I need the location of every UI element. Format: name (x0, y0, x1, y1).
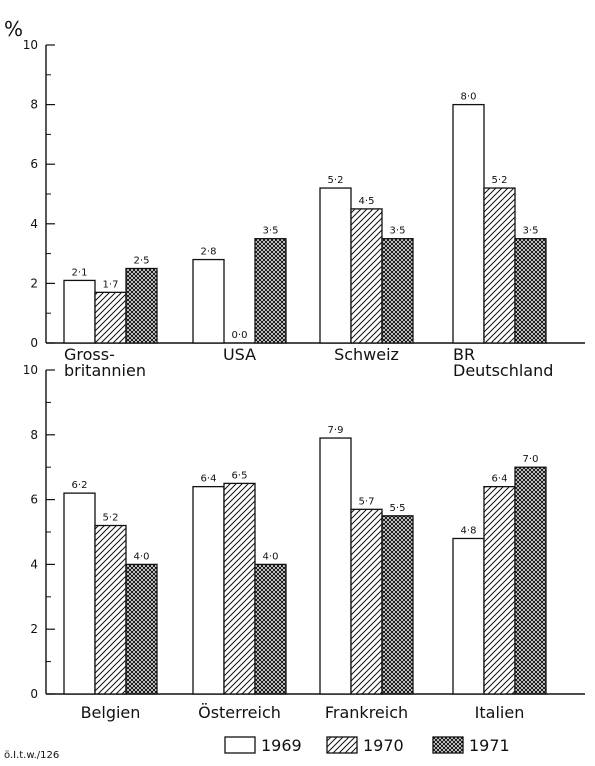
data-label-1970: 5·2 (492, 175, 508, 186)
bar-1970 (483, 485, 516, 695)
data-label-1969: 2·1 (72, 267, 88, 278)
data-label-1970: 6·4 (492, 474, 508, 485)
bar-1970 (94, 524, 127, 695)
y-tick-label: 4 (30, 557, 38, 571)
category-label: Italien (475, 703, 525, 722)
bar-1969 (319, 187, 352, 344)
bar-1971 (125, 563, 158, 695)
bar-1971 (254, 563, 287, 695)
category-label: USA (223, 345, 256, 364)
y-tick-label: 6 (30, 157, 38, 171)
legend-label-1971: 1971 (469, 736, 510, 755)
data-label-1969: 5·2 (328, 175, 344, 186)
legend-swatch-1969 (224, 736, 256, 754)
bar-1969 (319, 437, 352, 695)
bar-1969 (63, 492, 96, 695)
bar-1971 (381, 515, 414, 695)
bar-1971 (514, 466, 547, 695)
y-tick-label: 2 (30, 276, 38, 290)
bar-1969 (192, 485, 225, 695)
category-label: Frankreich (325, 703, 408, 722)
data-label-1970: 6·5 (232, 470, 248, 481)
bar-1970 (94, 291, 127, 344)
bar-1969 (63, 279, 96, 344)
legend-swatch-1971 (432, 736, 464, 754)
y-tick-label: 2 (30, 622, 38, 636)
data-label-1971: 5·5 (390, 503, 406, 514)
data-label-1970: 4·5 (359, 196, 375, 207)
bar-1970 (223, 482, 256, 695)
data-label-1971: 3·5 (523, 226, 539, 237)
source-note: ö.I.t.w./126 (4, 750, 59, 761)
data-label-1970: 5·7 (359, 496, 375, 507)
data-label-1971: 2·5 (134, 256, 150, 267)
y-tick-label: 6 (30, 493, 38, 507)
bar-1969 (452, 537, 485, 695)
y-unit-label: % (4, 17, 23, 41)
legend-label-1970: 1970 (363, 736, 404, 755)
bar-1971 (514, 238, 547, 344)
data-label-1969: 6·2 (72, 480, 88, 491)
y-tick-label: 4 (30, 217, 38, 231)
data-label-1971: 7·0 (523, 454, 539, 465)
legend-label-1969: 1969 (261, 736, 302, 755)
bar-1969 (452, 103, 485, 344)
bar-1971 (254, 238, 287, 344)
y-tick-label: 10 (23, 38, 38, 52)
bar-1971 (125, 267, 158, 344)
data-label-1971: 4·0 (263, 551, 279, 562)
data-label-1970: 0·0 (232, 330, 248, 341)
data-label-1971: 3·5 (390, 226, 406, 237)
data-label-1971: 4·0 (134, 551, 150, 562)
data-label-1969: 8·0 (461, 92, 477, 103)
data-label-1969: 7·9 (328, 425, 344, 436)
category-label: Belgien (81, 703, 141, 722)
data-label-1970: 5·2 (103, 513, 119, 524)
bar-1970 (350, 208, 383, 344)
data-label-1969: 4·8 (461, 525, 477, 536)
y-tick-label: 0 (30, 336, 38, 350)
y-tick-label: 0 (30, 687, 38, 701)
category-label: Schweiz (334, 345, 399, 364)
y-tick-label: 8 (30, 98, 38, 112)
data-label-1971: 3·5 (263, 226, 279, 237)
category-label: BR Deutschland (453, 345, 553, 380)
bar-1970 (350, 508, 383, 695)
data-label-1969: 6·4 (201, 474, 217, 485)
bar-1969 (192, 258, 225, 344)
bar-1970 (483, 187, 516, 344)
y-tick-label: 10 (23, 363, 38, 377)
category-label: Gross-britannien (64, 345, 146, 380)
bar-1971 (381, 238, 414, 344)
category-label: Österreich (198, 703, 281, 722)
y-tick-label: 8 (30, 428, 38, 442)
data-label-1969: 2·8 (201, 247, 217, 258)
legend-swatch-1970 (326, 736, 358, 754)
data-label-1970: 1·7 (103, 279, 119, 290)
